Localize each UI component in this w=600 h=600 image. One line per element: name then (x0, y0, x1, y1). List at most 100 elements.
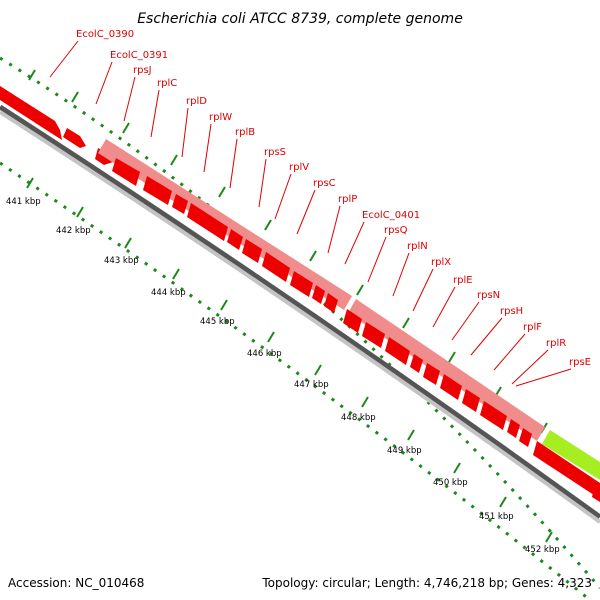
rrna-block-2 (348, 299, 545, 441)
gene-label-rpsn: rpsN (477, 290, 500, 301)
gene-ecolc-0390 (0, 86, 62, 140)
gene-label-rplw: rplW (209, 112, 232, 123)
gene-rpld (143, 176, 172, 205)
outer-major-tick (448, 351, 456, 363)
inner-tick-line (0, 161, 591, 600)
genome-summary-text: Topology: circular; Length: 4,746,218 bp… (261, 576, 592, 590)
inner-major-tick (220, 299, 228, 311)
outer-major-tick (122, 122, 130, 134)
map-title: Escherichia coli ATCC 8739, complete gen… (137, 11, 463, 27)
gene-rplr (462, 389, 480, 412)
outer-major-tick (264, 219, 272, 231)
gene-label-ecolc-0401: EcolC_0401 (362, 210, 420, 221)
rrna-block-1 (98, 139, 352, 310)
outer-major-tick (218, 186, 226, 198)
outer-tick-track (0, 56, 600, 589)
gene-label-rpsq: rpsQ (384, 225, 408, 236)
gene-rplx (362, 322, 385, 348)
scale-label-451: 451 kbp (479, 512, 514, 522)
outer-major-tick (71, 91, 79, 103)
leader-line-rpss (258, 158, 267, 208)
outer-major-tick (28, 69, 36, 81)
scale-label-441: 441 kbp (6, 197, 41, 207)
major-ticks (26, 69, 553, 543)
gene-rplv (242, 239, 262, 263)
leader-line-rplv (274, 173, 292, 220)
inner-major-tick (124, 237, 132, 249)
scale-label-449: 449 kbp (387, 446, 422, 456)
scale-label-445: 445 kbp (200, 317, 235, 327)
outer-major-tick (170, 154, 178, 166)
gene-label-rplf: rplF (523, 322, 542, 333)
inner-major-tick (361, 396, 369, 408)
inner-major-tick (407, 429, 415, 441)
scale-label-447: 447 kbp (294, 380, 329, 390)
inner-major-tick (26, 177, 34, 189)
gene-rplb (187, 203, 228, 241)
inner-major-tick (267, 331, 275, 343)
inner-major-tick (545, 531, 553, 543)
gene-label-rpsc: rpsC (313, 178, 336, 189)
gene-label-rpse: rpsE (569, 357, 591, 368)
leader-line-ecolc-0390 (49, 40, 79, 78)
gene-label-leaders (49, 40, 572, 387)
gene-label-rpln: rplN (407, 241, 428, 252)
gene-rpsh (423, 363, 440, 385)
gene-label-rplb: rplB (235, 127, 255, 138)
scale-label-448: 448 kbp (341, 413, 376, 423)
gene-ecolc-0391 (63, 128, 86, 148)
gene-labels: EcolC_0390 EcolC_0391 rpsJ rplC rplDrplWrplB… (76, 29, 591, 368)
gene-rplw (172, 194, 188, 214)
inner-major-tick (499, 496, 507, 508)
inner-major-tick (76, 206, 84, 218)
scale-label-450: 450 kbp (433, 478, 468, 488)
gene-label-rple: rplE (453, 275, 473, 286)
inner-tick-track (0, 161, 591, 600)
outer-major-tick (402, 317, 410, 329)
accession-text: Accession: NC_010468 (8, 576, 144, 590)
gene-label-rpss: rpsS (264, 147, 286, 158)
gene-rple (385, 337, 410, 365)
scale-label-443: 443 kbp (104, 256, 139, 266)
outer-tick-line (0, 56, 600, 589)
outer-major-tick (356, 284, 364, 296)
scale-label-442: 442 kbp (56, 226, 91, 236)
gene-rpsc (262, 252, 290, 282)
backbone-light-line (0, 110, 600, 524)
gene-rplc (112, 158, 140, 186)
gene-label-rplr: rplR (546, 338, 566, 349)
scale-label-444: 444 kbp (151, 288, 186, 298)
gene-rpss (227, 229, 243, 250)
scale-label-446: 446 kbp (247, 349, 282, 359)
leader-line-rplf (493, 333, 526, 371)
leader-line-rpln (392, 252, 410, 297)
reverse-strand-genes (112, 158, 600, 502)
gene-rpsn (410, 354, 423, 373)
gene-label-ecolc-0390: EcolC_0390 (76, 29, 134, 40)
backbone (0, 104, 600, 524)
gene-label-ecolc-0391: EcolC_0391 (110, 50, 168, 61)
leader-line-rpsj (123, 76, 136, 122)
leader-line-rpsh (470, 317, 503, 356)
leader-line-rplb (229, 138, 238, 189)
leader-line-rplp (327, 205, 341, 254)
leader-line-rplx (412, 268, 434, 312)
scale-label-452: 452 kbp (525, 545, 560, 555)
gene-ecolc-0401 (312, 285, 325, 304)
gene-rplp (290, 271, 313, 297)
gene-label-rpld: rplD (186, 96, 207, 107)
inner-major-tick (314, 364, 322, 376)
gene-label-rpsj: rpsJ (133, 65, 152, 76)
leader-line-ecolc-0401 (344, 221, 365, 265)
leader-line-rple (432, 286, 456, 328)
gene-rplf (440, 374, 462, 400)
gene-rpse (480, 401, 507, 430)
gene-r3 (533, 441, 600, 499)
leader-line-rpse (515, 368, 572, 387)
gene-r2 (519, 428, 532, 447)
backbone-dark-line (0, 104, 600, 520)
leader-line-rpsq (367, 236, 387, 283)
leader-line-rpld (181, 107, 189, 158)
gene-r4 (592, 487, 600, 502)
